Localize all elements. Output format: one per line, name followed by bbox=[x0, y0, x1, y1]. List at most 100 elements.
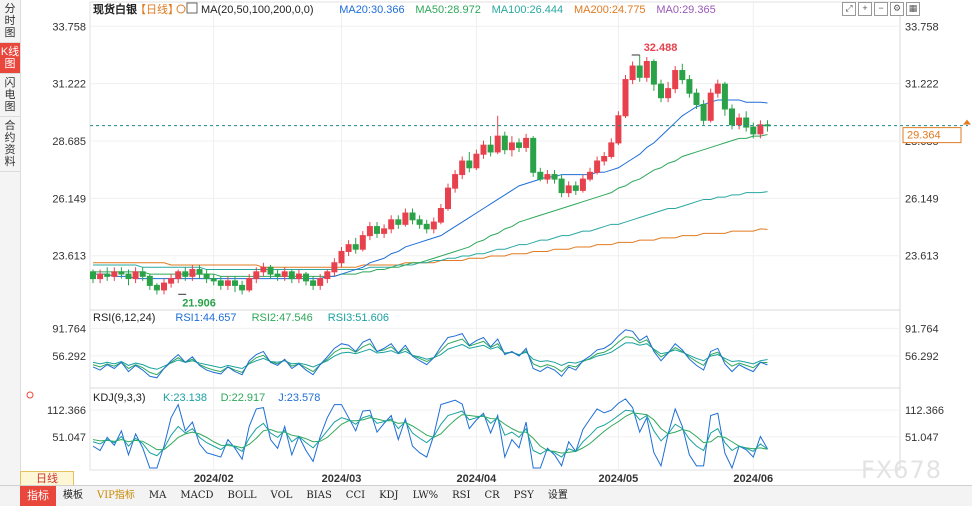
candle-up bbox=[97, 273, 104, 280]
candle-down bbox=[650, 60, 657, 85]
main-y-tick-right: 26.149 bbox=[905, 193, 939, 205]
candle-down bbox=[104, 273, 111, 277]
period-add-icon bbox=[176, 4, 186, 14]
candle-down bbox=[686, 79, 693, 94]
candle-down bbox=[743, 117, 750, 128]
candle-down bbox=[210, 278, 217, 282]
rsi-y-tick-left: 91.764 bbox=[52, 323, 86, 335]
ma-settings-icon bbox=[186, 2, 198, 14]
kdj-k-line bbox=[92, 409, 768, 458]
indicator-toolbar: 指标 模板 VIP指标 MA MACD BOLL VOL BIAS CCI KDJ LW% RSI CR… bbox=[0, 485, 972, 506]
candle-up bbox=[445, 187, 451, 209]
candle-down bbox=[729, 108, 735, 126]
sidebar-tab-0[interactable]: 分时图 bbox=[0, 0, 20, 43]
candle-down bbox=[374, 226, 380, 234]
zoom-out-icon[interactable]: − bbox=[874, 2, 888, 16]
indicator-button-2[interactable]: VIP指标 bbox=[97, 490, 135, 501]
candle-up bbox=[388, 219, 395, 230]
indicator-button-6[interactable]: VOL bbox=[270, 490, 293, 501]
indicator-button-1[interactable]: 模板 bbox=[63, 490, 83, 501]
candle-down bbox=[693, 92, 700, 105]
kdj-j-line bbox=[92, 398, 768, 470]
current-price-arrow bbox=[963, 119, 971, 125]
indicator-button-3[interactable]: MA bbox=[148, 490, 167, 501]
sidebar-tab-3[interactable]: 合约资料 bbox=[0, 117, 20, 172]
candle-up bbox=[757, 124, 764, 135]
rsi1-line bbox=[92, 329, 768, 379]
ma200-line bbox=[93, 228, 768, 268]
grid-layout-icon[interactable]: ▦ bbox=[906, 2, 920, 16]
indicator-button-9[interactable]: KDJ bbox=[379, 490, 399, 501]
candle-down bbox=[395, 219, 402, 225]
indicator-button-13[interactable]: PSY bbox=[513, 490, 534, 501]
candle-up bbox=[246, 278, 253, 291]
kdj-d-line bbox=[92, 412, 768, 454]
candle-down bbox=[409, 212, 416, 221]
indicator-button-14[interactable]: 设置 bbox=[547, 490, 568, 501]
indicator-button-10[interactable]: LW% bbox=[412, 490, 439, 501]
candle-down bbox=[239, 284, 246, 291]
candle-down bbox=[139, 271, 146, 277]
sidebar-tab-2[interactable]: 闪电图 bbox=[0, 74, 20, 117]
candle-up bbox=[494, 135, 501, 153]
instrument-name: 现货白银 bbox=[93, 2, 138, 16]
candle-up bbox=[480, 144, 487, 155]
kdj-y-tick-right: 51.047 bbox=[905, 432, 939, 444]
indicator-button-12[interactable]: CR bbox=[484, 490, 500, 501]
candle-down bbox=[537, 171, 544, 180]
candle-down bbox=[217, 280, 224, 286]
x-tick-label: 2024/03 bbox=[322, 473, 362, 485]
candle-down bbox=[501, 135, 508, 151]
candle-up bbox=[111, 271, 118, 277]
candle-up bbox=[672, 70, 679, 90]
ma50-value: MA50:28.972 bbox=[415, 4, 480, 16]
candle-down bbox=[416, 219, 423, 225]
candle-down bbox=[118, 271, 125, 275]
indicator-button-11[interactable]: RSI bbox=[452, 490, 471, 501]
settings-icon[interactable]: ⚙ bbox=[890, 2, 904, 16]
rsi3-line bbox=[92, 342, 768, 370]
zoom-in-icon[interactable]: + bbox=[858, 2, 872, 16]
candle-up bbox=[594, 160, 601, 173]
plot-frame bbox=[89, 1, 901, 471]
ma50-line bbox=[93, 134, 768, 277]
candle-up bbox=[601, 155, 608, 162]
candle-down bbox=[274, 273, 281, 277]
candle-down bbox=[636, 65, 643, 78]
candle-down bbox=[310, 280, 317, 286]
candle-up bbox=[629, 65, 636, 81]
rsi2-line bbox=[92, 336, 768, 376]
candle-down bbox=[125, 273, 132, 280]
candle-up bbox=[665, 88, 672, 99]
candle-up bbox=[473, 153, 480, 169]
candle-down bbox=[572, 185, 579, 191]
candle-up bbox=[175, 271, 182, 280]
ma20-line bbox=[93, 99, 768, 280]
main-y-tick-right: 23.613 bbox=[905, 251, 939, 263]
rsi2-value: RSI2:47.546 bbox=[252, 312, 313, 324]
chart-type-sidebar: 分时图 K线图 闪电图 合约资料 bbox=[0, 0, 21, 485]
candle-down bbox=[267, 266, 274, 275]
indicator-button-7[interactable]: BIAS bbox=[306, 490, 332, 501]
candle-up bbox=[253, 271, 260, 280]
candle-up bbox=[189, 269, 196, 277]
candle-up bbox=[359, 235, 366, 250]
candle-down bbox=[153, 284, 160, 291]
indicator-button-8[interactable]: CCI bbox=[345, 490, 366, 501]
candle-up bbox=[523, 137, 530, 148]
candle-down bbox=[516, 142, 522, 148]
kdj-y-tick-right: 112.366 bbox=[905, 405, 944, 417]
indicator-button-4[interactable]: MACD bbox=[180, 490, 214, 501]
candle-down bbox=[551, 174, 558, 180]
kdj-d-value: D:22.917 bbox=[221, 392, 266, 404]
fullscreen-icon[interactable]: ⤢ bbox=[842, 2, 856, 16]
sidebar-tab-1[interactable]: K线图 bbox=[0, 43, 20, 74]
main-y-tick-left: 26.149 bbox=[52, 193, 86, 205]
chart-canvas: 2024/02 2024/03 2024/04 2024/05 2024/06 33.75… bbox=[26, 1, 971, 485]
ma20-value: MA20:30.366 bbox=[339, 4, 404, 16]
indicator-button-0[interactable]: 指标 bbox=[20, 486, 56, 506]
main-y-tick-left: 23.613 bbox=[52, 251, 86, 263]
candle-down bbox=[558, 178, 565, 194]
indicator-button-5[interactable]: BOLL bbox=[227, 490, 257, 501]
watermark: FX678 bbox=[860, 456, 942, 484]
